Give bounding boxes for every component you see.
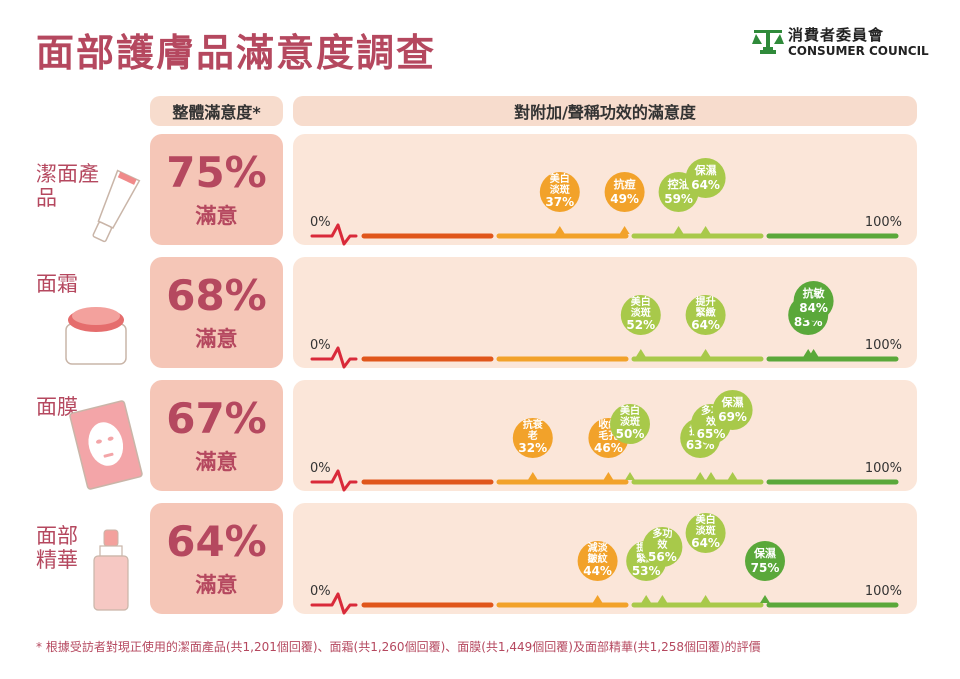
- overall-label: 滿意: [195, 327, 238, 351]
- overall-percent: 68%: [166, 271, 267, 320]
- overall-percent: 75%: [166, 148, 267, 197]
- row-panel-serum: [293, 503, 917, 614]
- overall-box-cleanser: 75% 滿意: [150, 134, 283, 245]
- overall-box-cream: 68% 滿意: [150, 257, 283, 368]
- row-panel-cleanser: [293, 134, 917, 245]
- face-mask-pack-icon: [69, 400, 143, 490]
- category-label-cream: 面霜: [36, 272, 78, 296]
- overall-percent: 64%: [166, 517, 267, 566]
- overall-percent: 67%: [166, 394, 267, 443]
- logo-chinese-name: 消費者委員會: [788, 26, 885, 44]
- overall-label: 滿意: [195, 573, 238, 597]
- footnote: * 根據受訪者對現正使用的潔面產品(共1,201個回覆)、面霜(共1,260個回…: [36, 640, 761, 654]
- overall-label: 滿意: [195, 450, 238, 474]
- overall-label: 滿意: [195, 204, 238, 228]
- row-panel-mask: [293, 380, 917, 491]
- consumer-council-logo: 消費者委員會 CONSUMER COUNCIL: [752, 24, 942, 64]
- category-label-serum: 面部精華: [36, 524, 78, 572]
- page-title: 面部護膚品滿意度調查: [36, 31, 437, 75]
- cleanser-tube-icon: [92, 169, 141, 243]
- overall-box-mask: 67% 滿意: [150, 380, 283, 491]
- overall-satisfaction-header: 整體滿意度*: [150, 96, 283, 126]
- council-emblem-icon: [752, 30, 784, 54]
- specific-claims-header: 對附加/聲稱功效的滿意度: [293, 96, 917, 126]
- logo-english-name: CONSUMER COUNCIL: [788, 44, 929, 58]
- overall-box-serum: 64% 滿意: [150, 503, 283, 614]
- row-panel-cream: [293, 257, 917, 368]
- category-label-cleanser: 潔面產品: [36, 162, 99, 210]
- cream-jar-icon: [65, 307, 127, 365]
- serum-bottle-icon: [93, 529, 129, 611]
